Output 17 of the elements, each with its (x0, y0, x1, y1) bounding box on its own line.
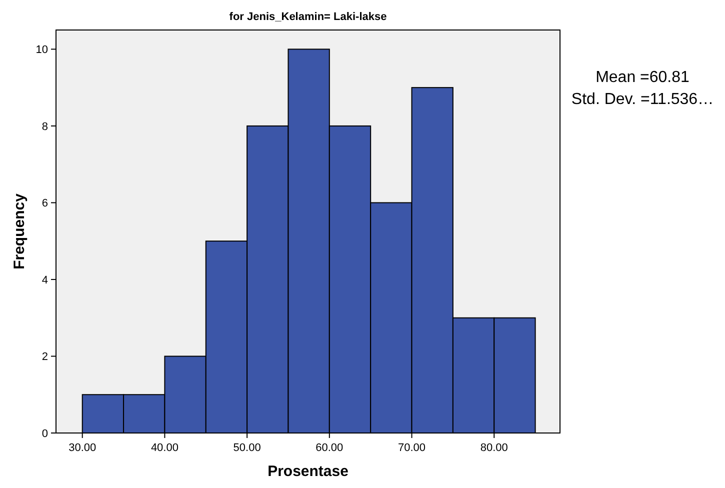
chart-title: for Jenis_Kelamin= Laki-lakse (229, 11, 387, 23)
x-tick-label: 30.00 (68, 442, 96, 454)
x-tick-label: 80.00 (480, 442, 508, 454)
y-axis-title: Frequency (11, 192, 28, 270)
y-tick-label: 6 (42, 198, 48, 210)
x-tick-label: 40.00 (150, 442, 178, 454)
x-tick-label: 60.00 (316, 442, 344, 454)
text: Mean =60.81 (596, 69, 690, 86)
y-tick-label: 10 (36, 44, 48, 56)
y-tick-label: 0 (42, 428, 48, 440)
x-axis-title: Prosentase (268, 463, 348, 480)
text: Std. Dev. =11.536… (571, 91, 714, 108)
x-tick-label: 70.00 (398, 442, 426, 454)
x-tick-label: 50.00 (233, 442, 261, 454)
y-tick-label: 4 (42, 274, 48, 286)
y-tick-label: 8 (42, 120, 48, 133)
y-tick-label: 2 (42, 351, 48, 364)
